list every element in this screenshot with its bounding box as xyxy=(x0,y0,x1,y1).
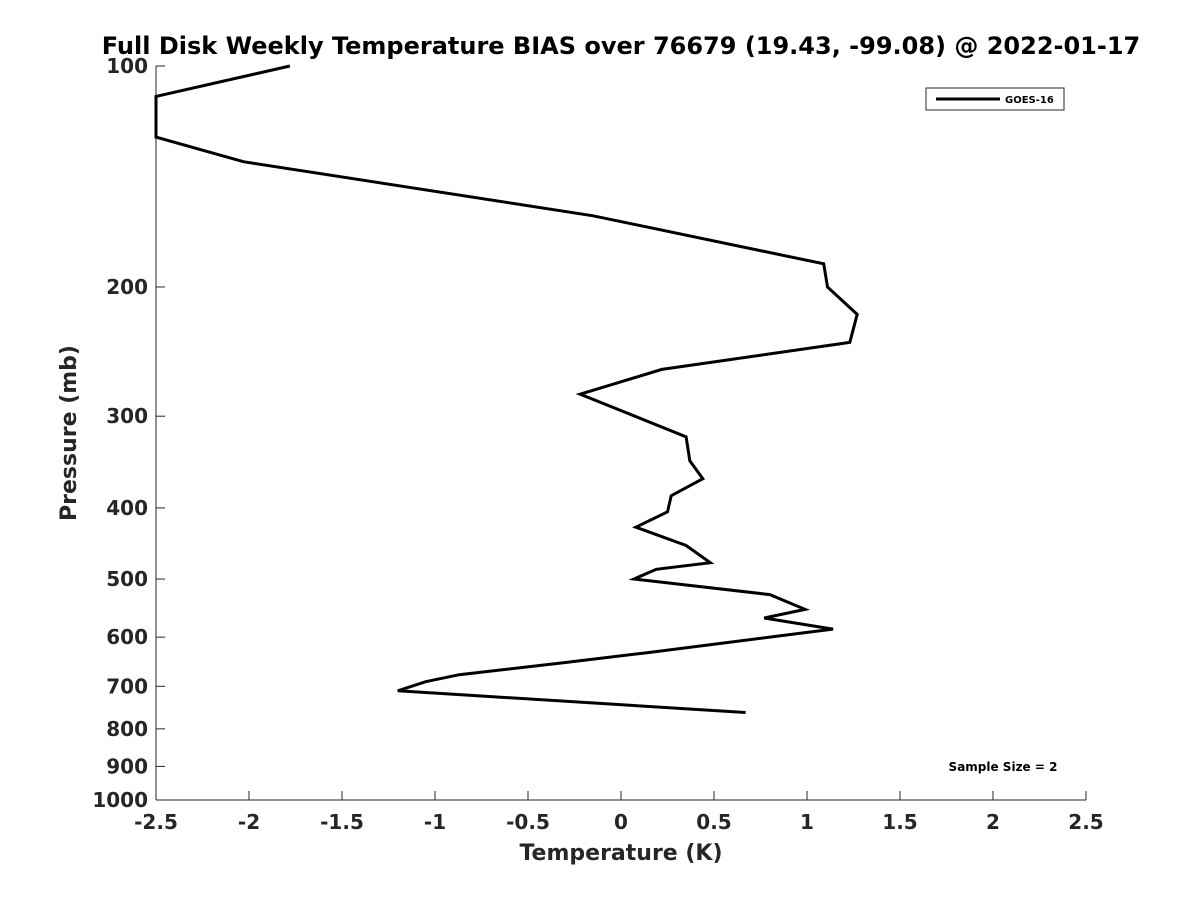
chart-title: Full Disk Weekly Temperature BIAS over 7… xyxy=(102,32,1141,60)
series-line-goes-16 xyxy=(154,64,859,714)
plot-area: -2.5 -2 -1.5 -1 -0.5 0 0.5 1 1.5 2 2.5 100 200 300 40… xyxy=(92,54,1103,834)
y-tick-label: 1000 xyxy=(92,788,148,812)
y-tick-label: 300 xyxy=(106,404,148,428)
x-tick-label: 0 xyxy=(614,810,628,834)
legend: GOES-16 xyxy=(925,87,1065,111)
x-tick-label: -2 xyxy=(238,810,260,834)
y-tick-label: 500 xyxy=(106,567,148,591)
x-tick-label: 1.5 xyxy=(882,810,917,834)
x-ticks: -2.5 -2 -1.5 -1 -0.5 0 0.5 1 1.5 2 2.5 xyxy=(134,791,1104,834)
legend-label-goes-16: GOES-16 xyxy=(1005,95,1054,106)
x-tick-label: 2 xyxy=(986,810,1000,834)
y-axis-label: Pressure (mb) xyxy=(57,345,82,521)
y-tick-label: 600 xyxy=(106,625,148,649)
y-tick-label: 100 xyxy=(106,54,148,78)
x-tick-label: -0.5 xyxy=(506,810,550,834)
x-tick-label: -1.5 xyxy=(320,810,364,834)
x-tick-label: -1 xyxy=(424,810,446,834)
y-ticks: 100 200 300 400 500 600 700 800 900 1000 xyxy=(92,54,165,812)
x-tick-label: 2.5 xyxy=(1068,810,1103,834)
sample-size-annotation: Sample Size = 2 xyxy=(949,760,1058,774)
x-tick-label: 1 xyxy=(800,810,814,834)
y-tick-label: 800 xyxy=(106,717,148,741)
y-tick-label: 400 xyxy=(106,496,148,520)
x-tick-label: -2.5 xyxy=(134,810,178,834)
x-tick-label: 0.5 xyxy=(696,810,731,834)
y-tick-label: 200 xyxy=(106,275,148,299)
series-layer xyxy=(154,64,859,714)
y-tick-label: 900 xyxy=(106,754,148,778)
x-axis-label: Temperature (K) xyxy=(519,841,722,866)
y-tick-label: 700 xyxy=(106,674,148,698)
